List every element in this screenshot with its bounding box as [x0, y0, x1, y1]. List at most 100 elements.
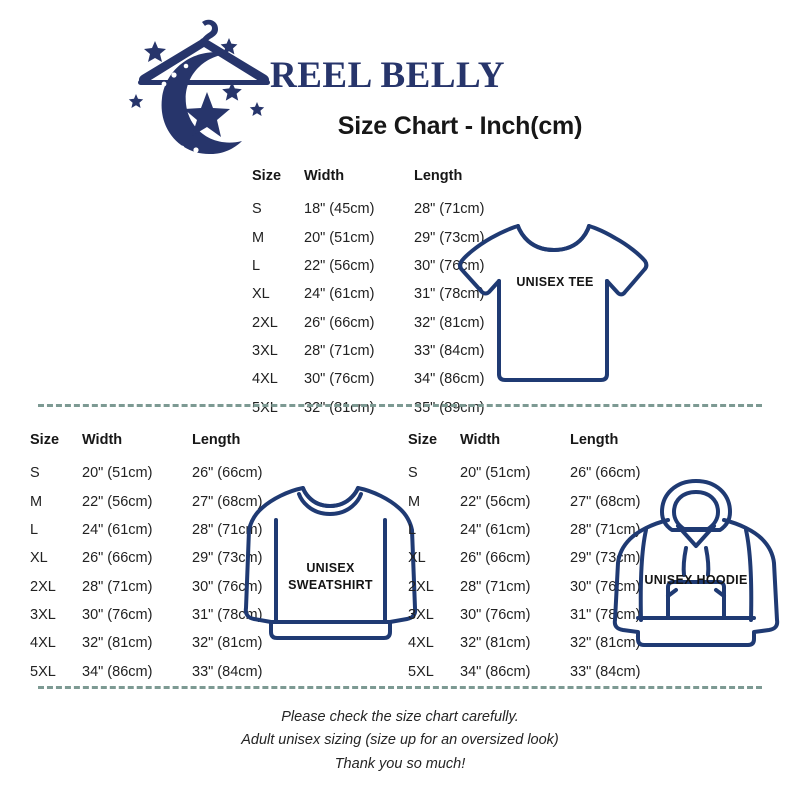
cell-size: 3XL: [408, 607, 434, 624]
table-row: S 20" (51cm) 26" (66cm): [408, 459, 640, 487]
cell-width: 24" (61cm): [82, 521, 153, 538]
cell-length: 28" (71cm): [192, 521, 263, 538]
table-row: 5XL 34" (86cm) 33" (84cm): [30, 658, 262, 686]
cell-width: 26" (66cm): [460, 550, 531, 567]
footer-line-3: Thank you so much!: [334, 755, 466, 772]
cell-size: 5XL: [30, 663, 56, 680]
table-row: L 24" (61cm) 28" (71cm): [30, 516, 262, 544]
cell-width: 30" (76cm): [304, 371, 375, 388]
cell-size: M: [408, 493, 421, 510]
section-divider-bottom: [38, 686, 762, 689]
cell-length: 26" (66cm): [192, 465, 263, 482]
cell-size: 3XL: [252, 343, 278, 360]
garment-label-hoodie: UNISEX HOODIE: [644, 573, 748, 587]
cell-size: XL: [252, 286, 270, 303]
section-divider-top: [38, 404, 762, 407]
cell-length: 26" (66cm): [570, 465, 641, 482]
cell-length: 29" (73cm): [414, 229, 485, 246]
column-header-length: Length: [414, 168, 463, 184]
cell-width: 22" (56cm): [304, 257, 375, 274]
size-table-hoodie: Size Width Length S 20" (51cm) 26" (66cm) …: [408, 432, 640, 686]
table-row: M 22" (56cm) 27" (68cm): [408, 487, 640, 515]
table-row: 3XL 28" (71cm) 33" (84cm): [252, 337, 484, 365]
cell-width: 34" (86cm): [460, 663, 531, 680]
cell-length: 31" (78cm): [570, 607, 641, 624]
tshirt-outline-icon: UNISEX TEE: [455, 212, 655, 387]
garment-label-tee: UNISEX TEE: [516, 275, 594, 289]
table-row: XL 26" (66cm) 29" (73cm): [408, 544, 640, 572]
cell-width: 28" (71cm): [460, 578, 531, 595]
cell-length: 32" (81cm): [570, 635, 641, 652]
cell-size: 4XL: [408, 635, 434, 652]
sweatshirt-outline-icon: UNISEX SWEATSHIRT: [243, 472, 418, 650]
hanger-moon-star-logo-icon: [128, 14, 280, 156]
table-row: S 18" (45cm) 28" (71cm): [252, 195, 484, 223]
cell-length: 35" (89cm): [414, 399, 485, 416]
cell-length: 29" (73cm): [570, 550, 641, 567]
cell-width: 20" (51cm): [460, 465, 531, 482]
column-header-size: Size: [408, 432, 438, 448]
table-row: 5XL 34" (86cm) 33" (84cm): [408, 658, 640, 686]
garment-label-sweatshirt-line1: UNISEX: [306, 561, 355, 575]
table-header-row: Size Width Length: [408, 432, 640, 459]
table-row: M 22" (56cm) 27" (68cm): [30, 487, 262, 515]
cell-length: 28" (71cm): [570, 521, 641, 538]
table-row: 5XL 32" (81cm) 35" (89cm): [252, 394, 484, 422]
cell-size: XL: [30, 550, 48, 567]
cell-width: 32" (81cm): [82, 635, 153, 652]
cell-length: 34" (86cm): [414, 371, 485, 388]
cell-width: 22" (56cm): [460, 493, 531, 510]
cell-size: S: [252, 201, 262, 218]
table-row: M 20" (51cm) 29" (73cm): [252, 223, 484, 251]
column-header-size: Size: [252, 168, 282, 184]
table-row: XL 26" (66cm) 29" (73cm): [30, 544, 262, 572]
table-row: 3XL 30" (76cm) 31" (78cm): [408, 601, 640, 629]
table-row: 3XL 30" (76cm) 31" (78cm): [30, 601, 262, 629]
footer-line-1: Please check the size chart carefully.: [281, 709, 519, 725]
column-header-length: Length: [570, 432, 619, 448]
table-row: 4XL 30" (76cm) 34" (86cm): [252, 365, 484, 393]
table-row: L 24" (61cm) 28" (71cm): [408, 516, 640, 544]
cell-width: 22" (56cm): [82, 493, 153, 510]
column-header-width: Width: [460, 432, 501, 448]
table-header-row: Size Width Length: [252, 168, 484, 195]
table-row: 2XL 28" (71cm) 30" (76cm): [30, 573, 262, 601]
cell-size: S: [408, 465, 418, 482]
cell-width: 30" (76cm): [82, 607, 153, 624]
column-header-width: Width: [82, 432, 123, 448]
cell-size: 5XL: [252, 399, 278, 416]
table-row: S 20" (51cm) 26" (66cm): [30, 459, 262, 487]
size-table-sweatshirt: Size Width Length S 20" (51cm) 26" (66cm) …: [30, 432, 262, 686]
cell-size: L: [408, 521, 417, 538]
cell-width: 26" (66cm): [82, 550, 153, 567]
cell-length: 27" (68cm): [192, 493, 263, 510]
cell-width: 24" (61cm): [304, 286, 375, 303]
footer-line-2: Adult unisex sizing (size up for an over…: [241, 732, 559, 749]
cell-size: 4XL: [30, 635, 56, 652]
table-row: 2XL 26" (66cm) 32" (81cm): [252, 309, 484, 337]
cell-length: 31" (78cm): [414, 286, 485, 303]
cell-width: 20" (51cm): [304, 229, 375, 246]
cell-length: 28" (71cm): [414, 201, 485, 218]
cell-width: 34" (86cm): [82, 663, 153, 680]
column-header-width: Width: [304, 168, 345, 184]
cell-size: 2XL: [252, 314, 278, 331]
cell-length: 33" (84cm): [192, 663, 263, 680]
column-header-length: Length: [192, 432, 241, 448]
cell-width: 32" (81cm): [460, 635, 531, 652]
cell-size: L: [30, 521, 39, 538]
cell-size: 3XL: [30, 607, 56, 624]
cell-size: L: [252, 257, 261, 274]
garment-label-sweatshirt: UNISEX SWEATSHIRT: [243, 560, 418, 594]
table-row: L 22" (56cm) 30" (76cm): [252, 252, 484, 280]
cell-size: 5XL: [408, 663, 434, 680]
cell-size: M: [30, 493, 43, 510]
cell-length: 27" (68cm): [570, 493, 641, 510]
column-header-size: Size: [30, 432, 60, 448]
cell-size: 4XL: [252, 371, 278, 388]
cell-size: S: [30, 465, 40, 482]
cell-width: 30" (76cm): [460, 607, 531, 624]
cell-width: 28" (71cm): [82, 578, 153, 595]
cell-length: 30" (76cm): [570, 578, 641, 595]
cell-size: XL: [408, 550, 426, 567]
